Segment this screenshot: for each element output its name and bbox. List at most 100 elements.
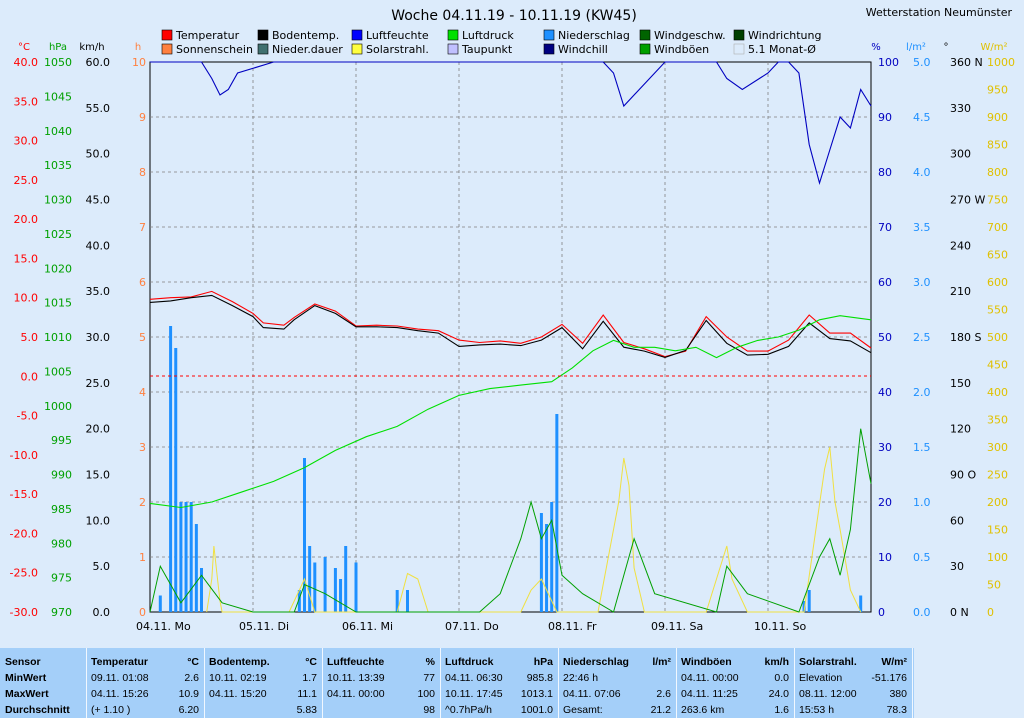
x-tick-label: 10.11. So [754, 620, 806, 633]
stats-cell-value: 77 [423, 672, 435, 684]
axis-unit-solar: W/m² [980, 42, 1007, 53]
rain-bar [406, 590, 409, 612]
y-tick-humidity: 0 [878, 606, 885, 619]
y-tick-direction: 360 N [950, 56, 983, 69]
y-tick-pressure: 1035 [44, 159, 72, 172]
y-tick-temperature: 0.0 [21, 370, 39, 383]
wind-gust-line [149, 428, 872, 613]
stats-cell-label: 22:46 h [563, 672, 599, 684]
legend-swatch [733, 29, 745, 41]
y-tick-rain: 3.0 [913, 276, 931, 289]
stats-cell-label: 04.11. 07:06 [563, 688, 621, 700]
series-line-luftfeuchte [150, 61, 872, 185]
legend-item: Niederschlag [543, 29, 630, 42]
y-tick-solar: 50 [987, 579, 1001, 592]
stats-cell-value: 5.83 [296, 704, 317, 716]
stats-cell-label: 04.11. 06:30 [445, 672, 503, 684]
stats-col: Luftfeuchte% 10.11. 13:39 77 04.11. 00:00 10… [322, 648, 441, 718]
y-tick-temperature: 35.0 [14, 95, 39, 108]
y-tick-solar: 300 [987, 441, 1008, 454]
y-tick-direction: 330 [950, 102, 971, 115]
rain-bar [158, 595, 162, 612]
series-line-bodentemp [149, 294, 872, 358]
axis-unit-humidity: % [871, 42, 881, 53]
y-tick-direction: 60 [950, 514, 964, 527]
legend-label: Windgeschw. [654, 29, 726, 42]
stats-cell-value: °C [187, 656, 199, 668]
y-tick-solar: 350 [987, 414, 1008, 427]
y-tick-hours: 3 [139, 441, 146, 454]
stats-cell-label: Solarstrahl. [799, 656, 857, 668]
y-tick-wind: 60.0 [86, 56, 111, 69]
rain-bar [184, 502, 188, 612]
legend-swatch [733, 43, 745, 55]
y-tick-pressure: 1045 [44, 90, 72, 103]
rain-bar [308, 546, 312, 612]
y-tick-wind: 50.0 [86, 148, 111, 161]
y-tick-rain: 2.5 [913, 331, 931, 344]
stats-cell-value: km/h [764, 656, 789, 668]
y-tick-pressure: 1030 [44, 194, 72, 207]
rain-bar [189, 502, 193, 612]
y-tick-pressure: 1000 [44, 400, 72, 413]
rain-bar [339, 579, 343, 612]
stats-cell-value: 1013.1 [520, 688, 553, 700]
stats-cell-label: 04.11. 15:20 [209, 688, 267, 700]
y-tick-pressure: 1015 [44, 297, 72, 310]
stats-cell-label: 10.11. 02:19 [209, 672, 267, 684]
y-tick-humidity: 100 [878, 56, 899, 69]
y-tick-solar: 200 [987, 496, 1008, 509]
y-tick-hours: 9 [139, 111, 146, 124]
legend-swatch [639, 29, 651, 41]
y-tick-wind: 5.0 [93, 560, 111, 573]
rain-bar [297, 590, 301, 612]
legend-item: Windchill [543, 43, 608, 56]
stats-cell-label: Bodentemp. [209, 656, 270, 668]
legend-label: Taupunkt [461, 43, 513, 56]
y-tick-solar: 900 [987, 111, 1008, 124]
stats-cell-value: 24.0 [768, 688, 789, 700]
y-tick-temperature: 5.0 [21, 331, 39, 344]
series-lines [149, 61, 872, 613]
y-tick-rain: 1.5 [913, 441, 931, 454]
rain-bar [194, 524, 198, 612]
y-tick-humidity: 90 [878, 111, 892, 124]
y-tick-wind: 15.0 [86, 469, 111, 482]
legend-item: Windböen [639, 43, 709, 56]
y-tick-wind: 10.0 [86, 514, 111, 527]
x-tick-label: 07.11. Do [445, 620, 499, 633]
y-tick-rain: 4.5 [913, 111, 931, 124]
y-tick-humidity: 20 [878, 496, 892, 509]
y-tick-direction: 120 [950, 423, 971, 436]
stats-cell-value: l/m² [652, 656, 671, 668]
stats-col: Temperatur °C 09.11. 01:08 2.6 04.11. 15:26 1… [86, 648, 205, 718]
y-tick-direction: 30 [950, 560, 964, 573]
y-tick-wind: 25.0 [86, 377, 111, 390]
stats-cell-value: 21.2 [650, 704, 671, 716]
legend-label: Windchill [558, 43, 608, 56]
stats-cell-value: -51.176 [871, 672, 907, 684]
y-tick-temperature: -20.0 [10, 527, 38, 540]
legend-item: Bodentemp. [257, 29, 339, 42]
rain-bar [200, 568, 203, 612]
stats-cell-label: Elevation [799, 672, 843, 684]
y-tick-humidity: 80 [878, 166, 892, 179]
y-tick-solar: 750 [987, 194, 1008, 207]
legend-label: Sonnenschein [176, 43, 253, 56]
stats-col: Bodentemp. °C 10.11. 02:19 1.7 04.11. 15:20 1… [204, 648, 323, 718]
legend-swatch [543, 29, 555, 41]
stats-cell-label: 04.11. 00:00 [681, 672, 739, 684]
y-tick-hours: 0 [139, 606, 146, 619]
stats-cell-label: 10.11. 13:39 [327, 672, 385, 684]
stats-cell-value: 78.3 [886, 704, 907, 716]
y-tick-solar: 150 [987, 524, 1008, 537]
chart-title: Woche 04.11.19 - 10.11.19 (KW45) [391, 8, 637, 24]
y-tick-temperature: 15.0 [14, 252, 39, 265]
stats-cell-label: (+ 1.10 ) [91, 704, 131, 716]
stats-cell-value: 380 [889, 688, 907, 700]
stats-cell-label: 15:53 h [799, 704, 835, 716]
y-tick-hours: 1 [139, 551, 146, 564]
legend-swatch [447, 43, 459, 55]
stats-cell-value: 1.6 [774, 704, 789, 716]
y-tick-direction: 270 W [950, 194, 985, 207]
